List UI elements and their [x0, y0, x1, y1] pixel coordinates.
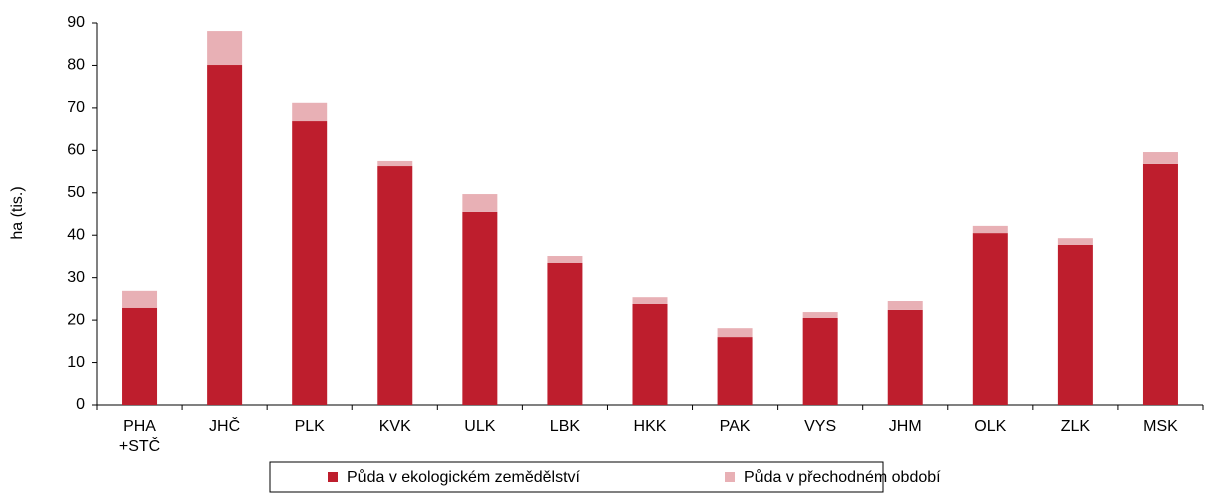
y-axis-label: ha (tis.)	[9, 186, 26, 239]
x-tick-label: OLK	[974, 418, 1007, 435]
x-tick-label: JHČ	[209, 418, 241, 435]
y-tick-label: 50	[67, 184, 85, 201]
x-tick-label: ULK	[464, 418, 496, 435]
bar-segment	[122, 290, 158, 308]
y-tick-label: 30	[67, 269, 85, 286]
bar-segment	[632, 297, 668, 304]
bar-segment	[717, 337, 753, 405]
bar-segment	[1057, 244, 1093, 405]
x-tick-label: HKK	[633, 418, 667, 435]
bar-segment	[462, 211, 498, 405]
x-tick-label: LBK	[549, 418, 581, 435]
y-tick-label: 10	[67, 354, 85, 371]
bar-segment	[122, 307, 158, 405]
bar-segment	[887, 309, 923, 405]
legend-swatch	[725, 472, 735, 482]
bar-segment	[717, 328, 753, 338]
x-tick-label: KVK	[378, 418, 411, 435]
bar-segment	[632, 303, 668, 405]
bar-segment	[1142, 152, 1178, 164]
bar-segment	[972, 225, 1008, 234]
bar-segment	[377, 160, 413, 167]
bar-segment	[547, 256, 583, 263]
bar-segment	[1142, 163, 1178, 405]
y-tick-label: 0	[76, 396, 85, 413]
x-tick-label: PHA +STČ	[118, 418, 161, 455]
x-tick-label: VYS	[804, 418, 837, 435]
y-tick-label: 80	[67, 57, 85, 74]
y-tick-label: 20	[67, 311, 85, 328]
bar-segment	[887, 301, 923, 310]
legend-label: Půda v ekologickém zemědělství	[347, 468, 581, 486]
bar-segment	[207, 31, 243, 66]
legend-box	[269, 461, 884, 493]
bar-segment	[802, 317, 838, 405]
bar-segment	[377, 166, 413, 405]
x-tick-label: JHM	[888, 418, 922, 435]
bar-segment	[462, 194, 498, 212]
legend-label: Půda v přechodném období	[744, 468, 941, 486]
y-tick-label: 70	[67, 99, 85, 116]
x-tick-label: PAK	[719, 418, 751, 435]
legend-swatch	[328, 472, 338, 482]
bar-segment	[547, 262, 583, 405]
bar-segment	[802, 312, 838, 318]
y-tick-label: 60	[67, 142, 85, 159]
x-tick-label: ZLK	[1060, 418, 1091, 435]
bar-segment	[292, 121, 328, 406]
x-tick-label: PLK	[294, 418, 325, 435]
bar-segment	[972, 233, 1008, 405]
bar-segment	[292, 102, 328, 122]
y-tick-label: 40	[67, 226, 85, 243]
bar-segment	[207, 65, 243, 406]
x-tick-label: MSK	[1143, 418, 1178, 435]
bar-segment	[1057, 238, 1093, 245]
y-tick-label: 90	[67, 14, 85, 31]
